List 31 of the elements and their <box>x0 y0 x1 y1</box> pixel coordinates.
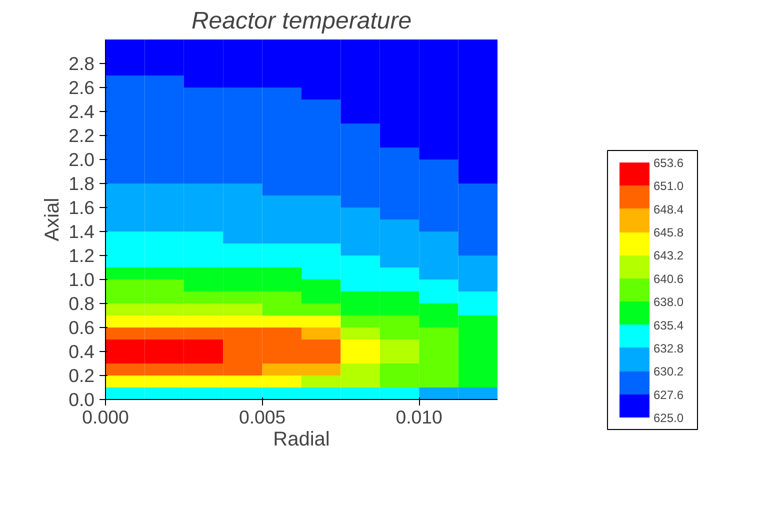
color-bar-label: 638.0 <box>654 295 684 310</box>
color-bar-label: 653.6 <box>654 156 684 170</box>
y-tick-label: 0.8 <box>68 293 95 314</box>
color-bar-label: 625.0 <box>654 411 684 425</box>
color-bar-label: 632.8 <box>654 341 684 356</box>
y-axis-title: Axial <box>42 198 64 242</box>
x-axis-title: Radial <box>273 428 330 450</box>
y-tick-label: 0.4 <box>68 341 95 362</box>
color-bar-label: 643.2 <box>654 248 684 263</box>
color-bar-label: 645.8 <box>654 226 684 240</box>
y-tick-label: 1.6 <box>68 197 95 218</box>
y-tick-label: 2.8 <box>68 53 95 74</box>
y-tick-label: 2.6 <box>68 77 95 98</box>
y-tick-label: 2.2 <box>68 125 95 146</box>
y-tick-label: 1.0 <box>68 269 95 290</box>
color-bar-label: 630.2 <box>654 364 684 379</box>
x-tick-label: 0.010 <box>396 406 442 428</box>
y-tick-label: 1.2 <box>68 245 95 266</box>
color-bar-label: 648.4 <box>654 202 684 216</box>
chart-title: Reactor temperature <box>191 8 412 34</box>
color-bar-label: 627.6 <box>654 388 684 402</box>
y-tick-label: 0.6 <box>68 317 95 338</box>
x-tick-label: 0.005 <box>238 406 286 428</box>
y-tick-label: 1.4 <box>68 221 95 242</box>
color-bar-label: 640.6 <box>654 272 684 286</box>
y-tick-label: 0.2 <box>68 365 95 386</box>
color-bar-label: 651.0 <box>654 179 684 194</box>
y-tick-label: 2.4 <box>68 101 95 122</box>
y-tick-label: 2.0 <box>68 149 95 170</box>
y-tick-label: 1.8 <box>68 173 95 194</box>
color-bar-label: 635.4 <box>654 318 684 332</box>
